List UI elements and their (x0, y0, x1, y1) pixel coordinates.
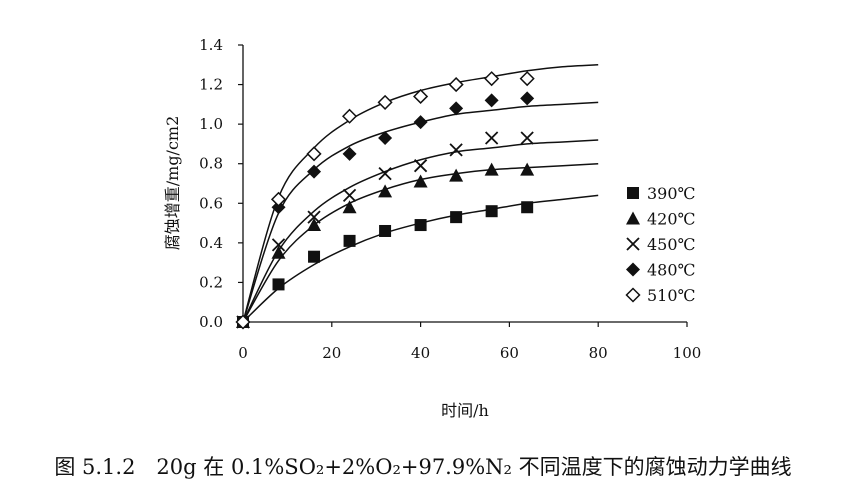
data-point (449, 168, 464, 182)
legend-label: 510℃ (647, 286, 695, 305)
data-point (413, 159, 428, 173)
data-point (271, 200, 286, 215)
legend-label: 390℃ (647, 184, 695, 203)
data-point (484, 71, 500, 87)
x-tick-label: 20 (322, 344, 341, 362)
data-point (235, 314, 251, 330)
data-point (341, 108, 358, 124)
data-point (413, 88, 429, 105)
data-point (449, 143, 463, 157)
y-tick-label: 0.2 (199, 273, 223, 291)
plot-area: 0 20 40 60 80 100 0.0 0.2 0.4 0.6 0.8 1.0 1.2 1.4 (199, 36, 701, 362)
x-tick-label: 100 (673, 344, 702, 362)
data-point (343, 234, 356, 247)
data-point (271, 245, 286, 259)
legend-label: 480℃ (647, 261, 695, 280)
data-point (520, 131, 534, 145)
data-point (519, 71, 535, 87)
data-point (520, 91, 535, 106)
fit-curve-2 (242, 139, 599, 323)
data-markers (235, 71, 535, 330)
legend-marker (626, 237, 640, 251)
data-point (378, 184, 393, 198)
y-tick-label: 1.2 (199, 76, 223, 94)
data-point (485, 205, 498, 218)
x-tick-label: 80 (589, 344, 608, 362)
axis-ticks: 0 20 40 60 80 100 0.0 0.2 0.4 0.6 0.8 1.0 1.2 1.4 (199, 36, 701, 362)
y-tick-label: 1.0 (199, 115, 223, 133)
data-point (307, 210, 321, 224)
legend-label: 450℃ (647, 235, 695, 254)
y-tick-label: 0.0 (199, 313, 223, 331)
data-point (307, 218, 322, 232)
data-point (306, 146, 322, 162)
data-point (520, 162, 535, 176)
x-tick-label: 60 (500, 344, 519, 362)
data-point (342, 200, 357, 214)
data-point (379, 224, 392, 237)
legend: 390℃ 420℃ 450℃ 480℃ 510℃ (625, 184, 695, 305)
data-point (485, 131, 499, 145)
data-point (378, 166, 392, 181)
legend-marker (626, 211, 640, 225)
data-point (484, 93, 499, 108)
data-point (521, 201, 534, 214)
data-point (414, 219, 427, 232)
fit-curve-4 (242, 64, 599, 323)
y-tick-label: 0.4 (199, 234, 223, 252)
data-point (342, 146, 357, 161)
legend-marker (625, 287, 641, 303)
data-point (413, 115, 428, 130)
data-point (378, 130, 393, 145)
data-point (484, 162, 499, 176)
data-point (307, 164, 322, 179)
data-point (377, 94, 393, 110)
data-point (272, 278, 285, 291)
fit-curve-0 (242, 194, 599, 323)
data-point (413, 174, 428, 188)
data-point (450, 211, 463, 224)
x-axis-title: 时间/h (441, 401, 489, 420)
legend-marker (627, 187, 639, 199)
data-point (448, 77, 464, 93)
data-point (342, 188, 357, 203)
y-axis-title: 腐蚀增重/mg/cm2 (163, 116, 182, 251)
data-point (449, 101, 464, 116)
data-point (308, 250, 321, 263)
data-point (271, 238, 286, 252)
x-tick-label: 0 (238, 344, 248, 362)
data-point (270, 191, 287, 207)
fit-curve-3 (242, 101, 599, 323)
figure-caption: 图 5.1.2 20g 在 0.1%SO₂+2%O₂+97.9%N₂ 不同温度下… (54, 455, 791, 479)
legend-label: 420℃ (647, 210, 695, 229)
y-tick-label: 1.4 (199, 36, 223, 54)
x-tick-label: 40 (411, 344, 430, 362)
y-tick-label: 0.6 (199, 194, 223, 212)
y-tick-label: 0.8 (199, 155, 223, 173)
legend-marker (626, 262, 640, 277)
